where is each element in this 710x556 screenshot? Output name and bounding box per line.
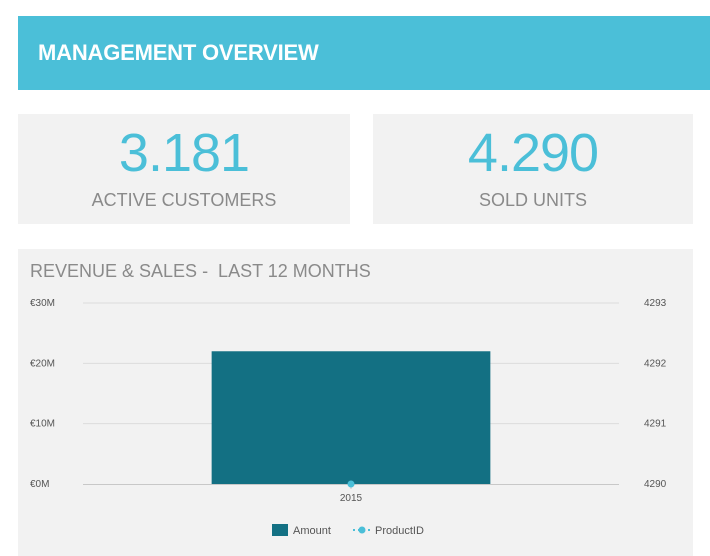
kpi-value: 3.181 — [118, 123, 250, 183]
y-right-tick-label: 4291 — [644, 419, 667, 430]
legend-swatch-amount — [272, 524, 288, 536]
kpi-label: SOLD UNITS — [478, 190, 588, 210]
y-right-tick-label: 4290 — [644, 479, 667, 490]
bar — [211, 351, 491, 484]
line-point — [347, 480, 355, 488]
y-right-tick-label: 4293 — [644, 298, 667, 309]
y-left-tick-label: €10M — [30, 419, 55, 430]
y-right-tick-label: 4292 — [644, 358, 667, 369]
kpi-card-active-customers: 3.181 ACTIVE CUSTOMERS — [18, 114, 350, 224]
kpi-value: 4.290 — [467, 123, 599, 183]
legend-label-amount: Amount — [293, 525, 331, 537]
y-left-tick-label: €20M — [30, 358, 55, 369]
revenue-sales-chart: €0M €10M €20M €30M 4290 4291 4292 4293 2015 Amoun… — [30, 298, 667, 537]
dashboard-title: MANAGEMENT OVERVIEW — [38, 40, 319, 65]
x-tick-label: 2015 — [340, 493, 363, 504]
y-left-tick-label: €0M — [30, 479, 49, 490]
kpi-card-sold-units: 4.290 SOLD UNITS — [373, 114, 693, 224]
legend-label-productid: ProductID — [375, 525, 424, 537]
y-left-tick-label: €30M — [30, 298, 55, 309]
legend-marker-productid — [358, 526, 366, 534]
kpi-label: ACTIVE CUSTOMERS — [91, 190, 277, 210]
dashboard-header: MANAGEMENT OVERVIEW — [18, 16, 710, 90]
revenue-sales-chart-panel: REVENUE & SALES - LAST 12 MONTHS €0M €10M… — [18, 249, 693, 556]
chart-title: REVENUE & SALES - LAST 12 MONTHS — [30, 261, 371, 281]
